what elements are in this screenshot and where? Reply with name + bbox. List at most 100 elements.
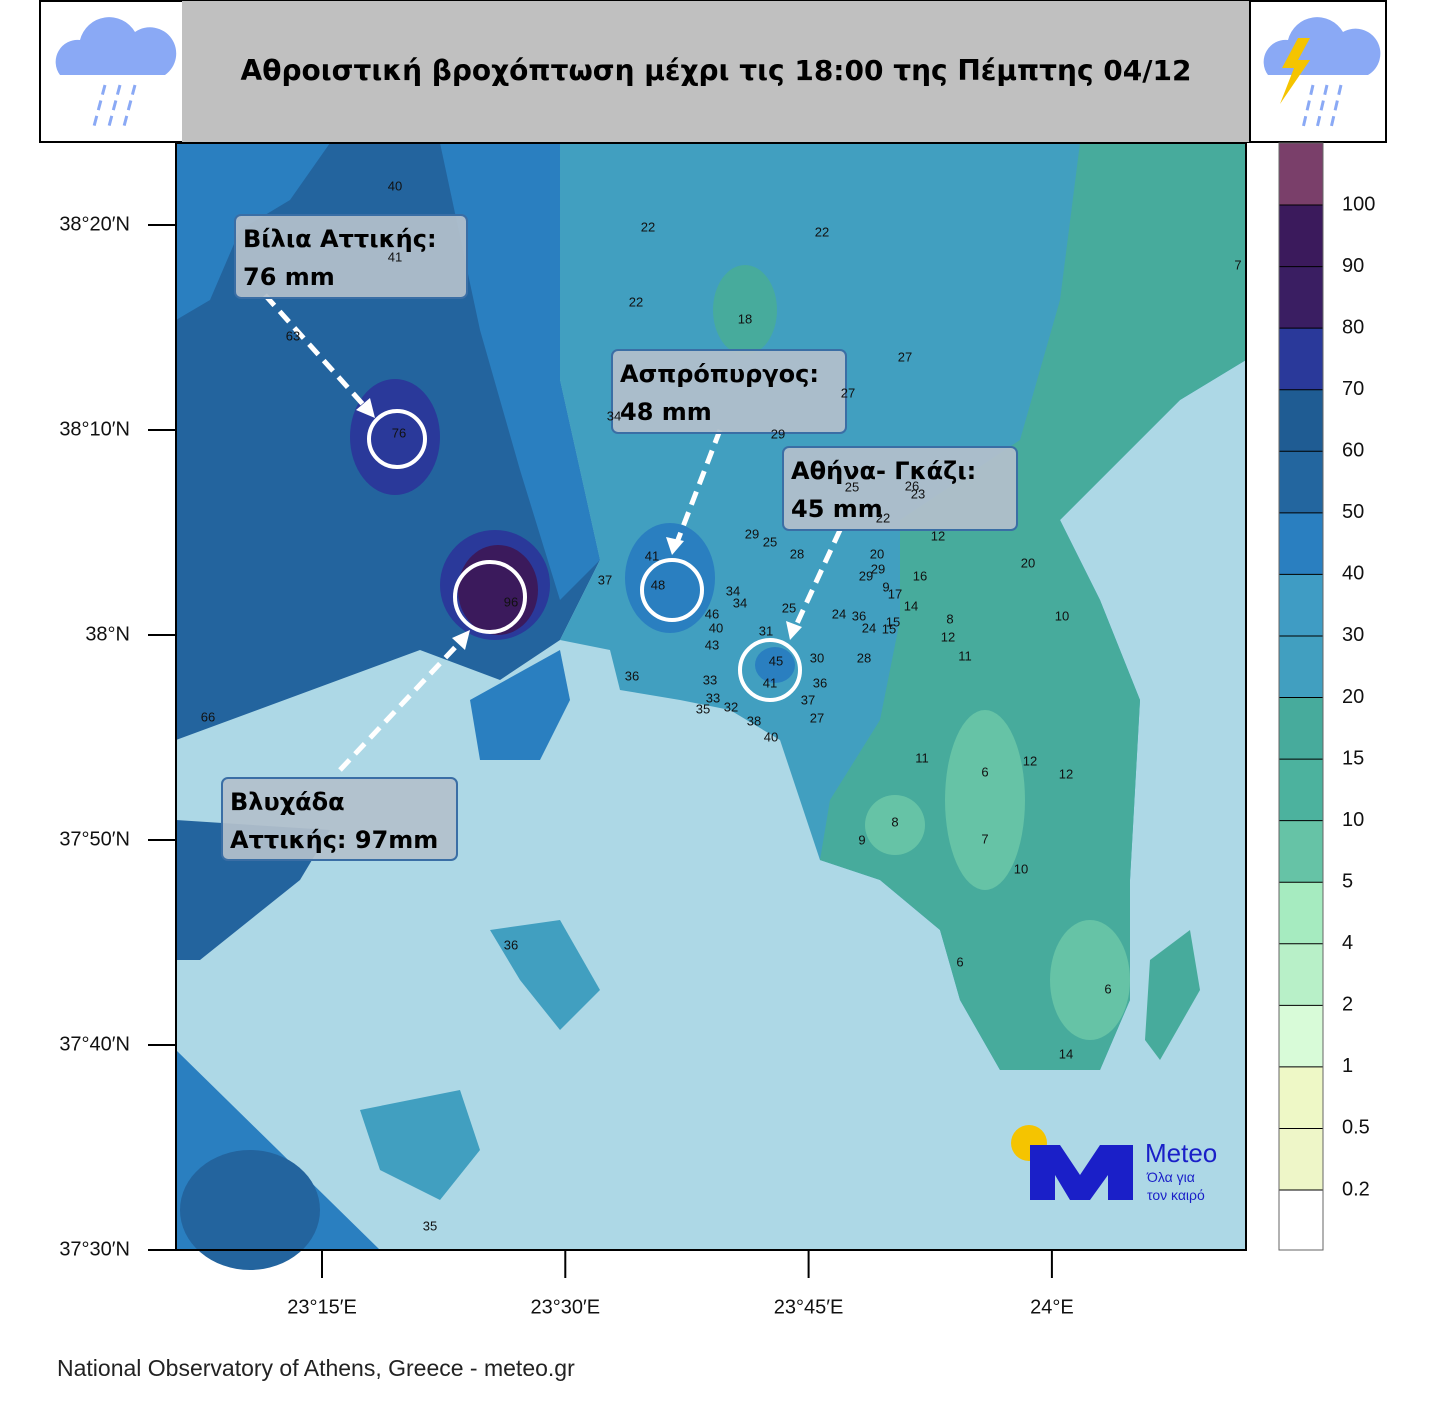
station-value: 6 [981,764,988,779]
station-value: 41 [388,249,402,264]
station-value: 96 [504,594,518,609]
colorbar-label: 5 [1342,870,1353,892]
logo-tagline: Όλα για [1146,1169,1195,1185]
station-value: 41 [645,548,659,563]
colorbar-frame [1278,142,1324,1251]
station-value: 20 [870,546,884,561]
station-value: 7 [981,831,988,846]
station-value: 12 [931,528,945,543]
colorbar-segment [1279,512,1323,575]
station-value: 76 [392,425,406,440]
station-value: 36 [852,608,866,623]
colorbar-label: 30 [1342,624,1364,646]
lat-label: 38°N [85,623,130,645]
station-value: 26 [905,478,919,493]
colorbar-label: 80 [1342,316,1364,338]
colorbar-label: 10 [1342,809,1364,831]
station-value: 36 [625,668,639,683]
lat-label: 37°50′N [59,828,130,850]
station-value: 43 [705,637,719,652]
logo-name: Meteo [1145,1138,1217,1168]
colorbar-segment [1279,328,1323,390]
station-value: 34 [607,408,621,423]
colorbar-segment [1279,266,1323,329]
station-value: 6 [956,954,963,969]
colorbar-label: 0.2 [1342,1178,1370,1200]
colorbar-segment [1279,1066,1323,1129]
callout-box [234,214,468,299]
station-value: 28 [857,650,871,665]
colorbar-segment [1279,820,1323,883]
colorbar-label: 4 [1342,932,1353,954]
station-value: 34 [733,595,747,610]
colorbar-label: 70 [1342,378,1364,400]
lon-label: 24°E [1030,1296,1074,1318]
colorbar-segment [1279,143,1323,205]
colorbar-segment [1279,389,1323,452]
station-value: 46 [705,606,719,621]
station-value: 40 [764,729,778,744]
station-value: 24 [862,620,876,635]
colorbar-segment [1279,574,1323,636]
station-value: 40 [709,620,723,635]
station-value: 14 [1059,1046,1073,1061]
colorbar-label: 50 [1342,501,1364,523]
callout-text: 45 mm [791,495,883,523]
callout-text: Αθήνα- Γκάζι: [791,457,976,485]
colorbar-segment [1279,205,1323,267]
callout-text: Ασπρόπυργος: [620,360,819,388]
rain-icon [55,17,177,131]
station-value: 23 [911,486,925,501]
station-value: 12 [1059,766,1073,781]
colorbar: 0.2 0.5 1 2 4 5 10 15 20 30 40 50 60 70 80 90 100 [1278,142,1375,1251]
station-value: 36 [504,937,518,952]
lat-label: 38°10′N [59,418,130,440]
station-value: 9 [882,579,889,594]
station-value: 29 [859,568,873,583]
colorbar-label: 60 [1342,440,1364,462]
colorbar-label: 15 [1342,747,1364,769]
station-value: 63 [286,328,300,343]
station-value: 35 [423,1218,437,1233]
station-value: 22 [629,294,643,309]
station-value: 48 [651,577,665,592]
station-value: 6 [1104,981,1111,996]
colorbar-segment [1279,882,1323,944]
station-value: 17 [888,586,902,601]
station-value: 22 [641,219,655,234]
callout-box [221,777,458,861]
station-value: 33 [706,690,720,705]
station-value: 25 [845,479,859,494]
lon-label: 23°45′E [774,1296,844,1318]
station-value: 27 [810,710,824,725]
map [175,142,1247,1270]
lon-label: 23°30′E [531,1296,601,1318]
station-value: 22 [876,510,890,525]
colorbar-segment [1279,635,1323,698]
lon-label: 23°15′E [287,1296,357,1318]
colorbar-label: 0.5 [1342,1117,1370,1139]
colorbar-label: 90 [1342,255,1364,277]
callout-box [782,446,1018,531]
station-value: 38 [747,713,761,728]
station-value: 25 [763,534,777,549]
station-value: 27 [841,385,855,400]
station-value: 41 [763,675,777,690]
colorbar-label: 100 [1342,193,1375,215]
station-value: 40 [388,178,402,193]
title: Αθροιστική βροχόπτωση μέχρι τις 18:00 τη… [241,54,1192,87]
station-value: 37 [598,572,612,587]
station-value: 9 [858,832,865,847]
colorbar-label: 2 [1342,994,1353,1016]
station-value: 34 [726,583,740,598]
colorbar-segment [1279,1005,1323,1067]
logo: Meteo Όλα για τον καιρό [1011,1125,1217,1203]
station-value: 30 [810,650,824,665]
station-value: 27 [898,349,912,364]
lat-label: 37°30′N [59,1238,130,1260]
station-value: 18 [738,311,752,326]
lat-label: 37°40′N [59,1033,130,1055]
station-value: 10 [1055,608,1069,623]
